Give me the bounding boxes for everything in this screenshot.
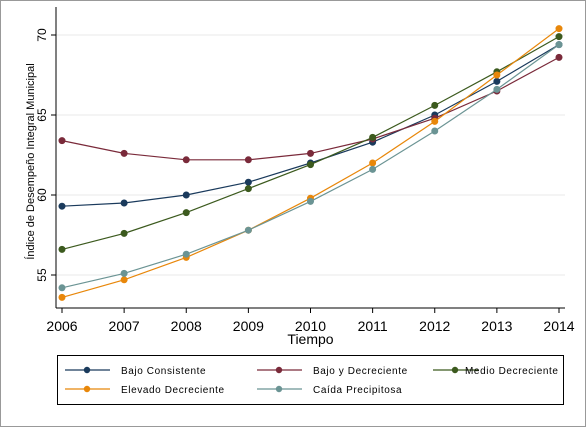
series-3-point-2013 xyxy=(493,71,501,79)
x-tick-label-2009: 2009 xyxy=(233,318,264,334)
legend-marker-0 xyxy=(83,366,91,374)
series-0-point-2008 xyxy=(182,191,190,199)
series-4-point-2008 xyxy=(182,250,190,258)
x-tick-label-2013: 2013 xyxy=(481,318,512,334)
series-1-point-2014 xyxy=(555,53,563,61)
series-3-point-2007 xyxy=(120,276,128,284)
series-3-point-2006 xyxy=(58,293,66,301)
y-tick-label-60: 60 xyxy=(35,188,49,202)
series-1-point-2010 xyxy=(306,149,314,157)
legend-label-3: Elevado Decreciente xyxy=(121,385,225,396)
series-1-point-2008 xyxy=(182,156,190,164)
legend-label-2: Medio Decreciente xyxy=(465,366,559,377)
series-0-point-2013 xyxy=(493,77,501,85)
series-2-point-2014 xyxy=(555,33,563,41)
series-4-point-2014 xyxy=(555,41,563,49)
legend-label-1: Bajo y Decreciente xyxy=(313,366,408,377)
y-tick-label-70: 70 xyxy=(35,28,49,42)
legend-marker-1 xyxy=(275,366,283,374)
series-4-point-2012 xyxy=(431,127,439,135)
series-1-point-2009 xyxy=(244,156,252,164)
y-tick-label-55: 55 xyxy=(35,268,49,282)
y-tick-label-65: 65 xyxy=(35,108,49,122)
series-2-point-2009 xyxy=(244,185,252,193)
y-axis-title: Índice de Desempeño Integral Municipal xyxy=(24,63,37,259)
legend-marker-4 xyxy=(275,385,283,393)
series-3-point-2011 xyxy=(369,159,377,167)
series-2-point-2012 xyxy=(431,101,439,109)
x-tick-label-2011: 2011 xyxy=(358,318,388,334)
legend-label-4: Caída Precipitosa xyxy=(313,385,402,396)
series-1-point-2007 xyxy=(120,149,128,157)
x-tick-label-2014: 2014 xyxy=(543,318,574,334)
series-4-point-2009 xyxy=(244,226,252,234)
legend-box xyxy=(57,355,564,405)
series-2-point-2006 xyxy=(58,245,66,253)
x-tick-label-2007: 2007 xyxy=(109,318,140,334)
series-3-point-2014 xyxy=(555,25,563,33)
series-4-point-2013 xyxy=(493,85,501,93)
x-tick-label-2010: 2010 xyxy=(295,318,326,334)
x-tick-label-2012: 2012 xyxy=(419,318,450,334)
series-0-point-2009 xyxy=(244,178,252,186)
series-4-point-2006 xyxy=(58,284,66,292)
series-0-point-2006 xyxy=(58,202,66,210)
x-tick-label-2006: 2006 xyxy=(46,318,77,334)
series-2-point-2011 xyxy=(369,133,377,141)
series-2-point-2010 xyxy=(306,161,314,169)
x-axis-title: Tiempo xyxy=(287,331,333,347)
legend-label-0: Bajo Consistente xyxy=(121,366,206,377)
series-0-point-2007 xyxy=(120,199,128,207)
series-1-point-2006 xyxy=(58,137,66,145)
legend-marker-2 xyxy=(451,366,459,374)
series-4-point-2010 xyxy=(306,197,314,205)
series-3-point-2012 xyxy=(431,117,439,125)
x-tick-label-2008: 2008 xyxy=(171,318,202,334)
series-4-point-2011 xyxy=(369,165,377,173)
series-2-point-2008 xyxy=(182,209,190,217)
legend-marker-3 xyxy=(83,385,91,393)
series-2-point-2007 xyxy=(120,229,128,237)
series-4-point-2007 xyxy=(120,269,128,277)
